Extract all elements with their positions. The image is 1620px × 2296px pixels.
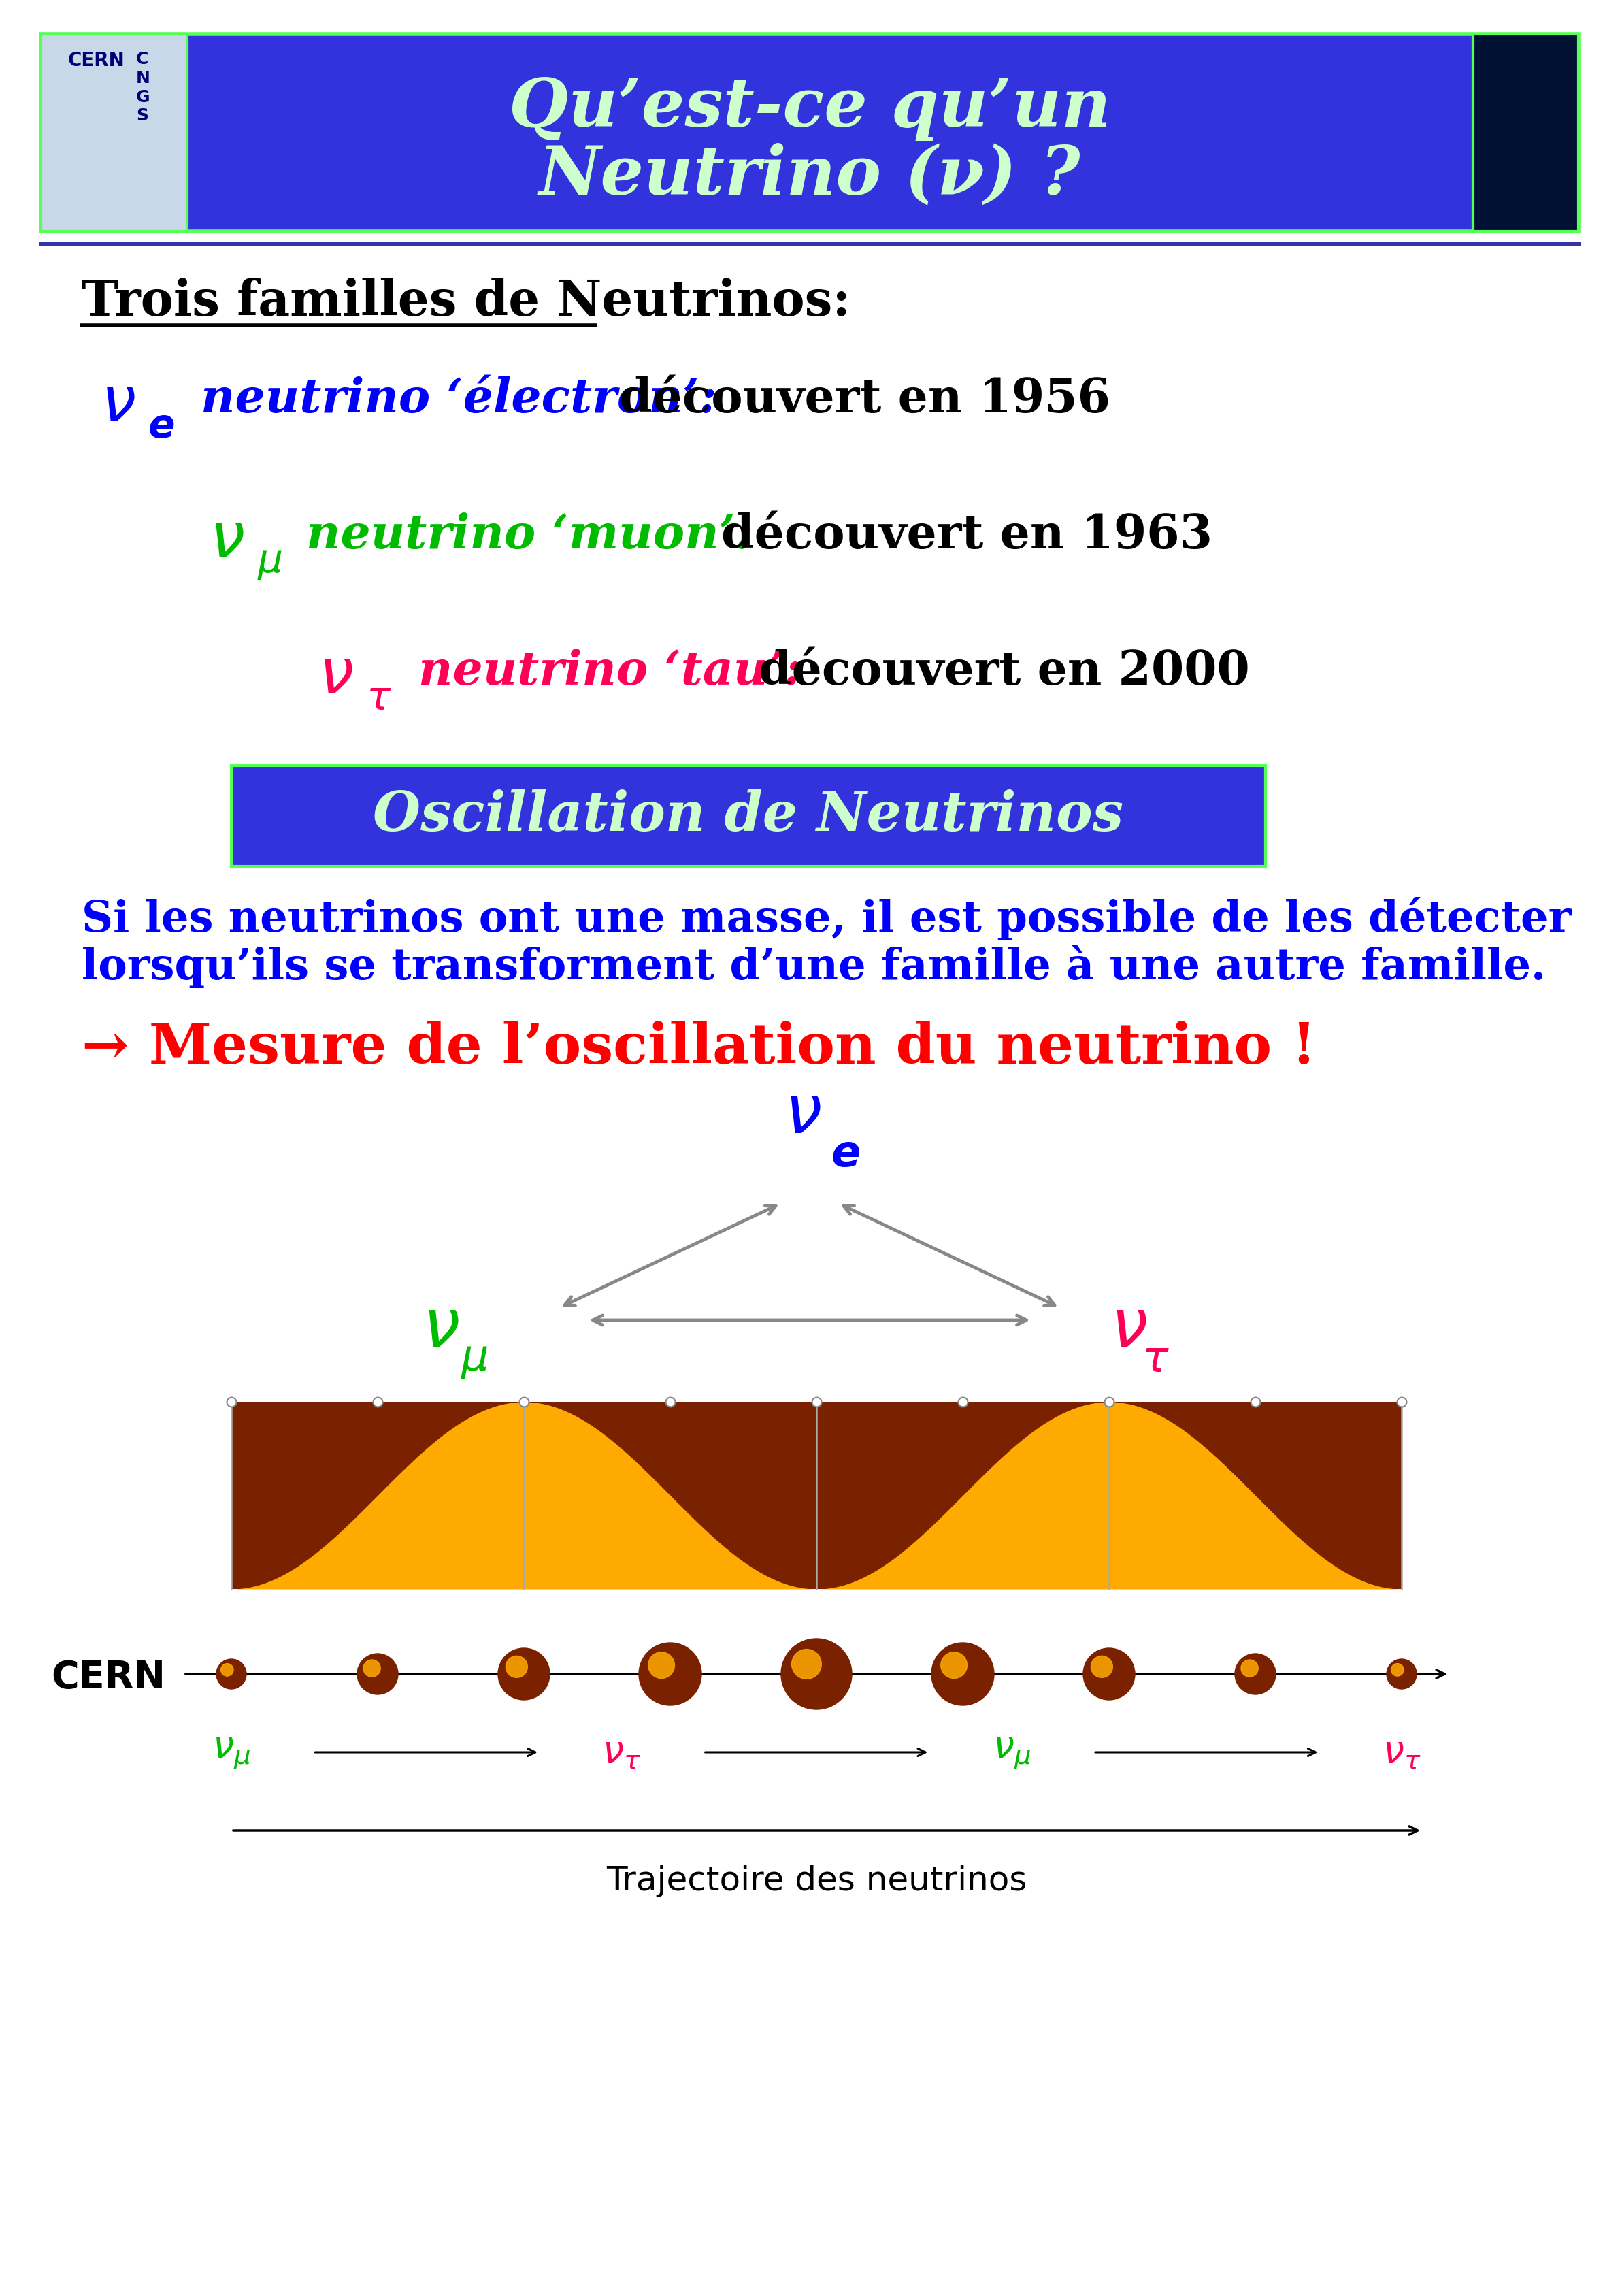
Text: découvert en 1963: découvert en 1963 [721,512,1212,558]
Circle shape [1090,1655,1113,1678]
Circle shape [1392,1665,1403,1676]
Text: $\tau$: $\tau$ [366,680,392,719]
Text: $\nu_\tau$: $\nu_\tau$ [603,1733,640,1770]
Bar [41,34,1578,232]
Bar [41,34,186,232]
Text: → Mesure de l’oscillation du neutrino !: → Mesure de l’oscillation du neutrino ! [81,1022,1317,1075]
Text: C
N
G
S: C N G S [136,51,151,124]
Text: $\nu$: $\nu$ [1110,1297,1147,1359]
Text: CERN: CERN [68,51,125,71]
Circle shape [363,1660,381,1676]
Circle shape [931,1642,995,1706]
Text: Qu’est-ce qu’un: Qu’est-ce qu’un [509,76,1111,140]
Text: neutrino ‘tau’:: neutrino ‘tau’: [418,647,802,693]
Text: lorsqu’ils se transforment d’une famille à une autre famille.: lorsqu’ils se transforment d’une famille… [81,944,1545,987]
Bar [232,765,1265,866]
Text: CERN: CERN [50,1660,165,1697]
Circle shape [792,1649,821,1678]
Circle shape [1387,1660,1416,1690]
Text: Oscillation de Neutrinos: Oscillation de Neutrinos [373,790,1124,843]
Text: $\nu$: $\nu$ [209,510,245,569]
Circle shape [781,1639,852,1711]
Text: $\nu_\tau$: $\nu_\tau$ [1382,1733,1421,1770]
Circle shape [217,1660,246,1690]
Text: découvert en 2000: découvert en 2000 [758,647,1249,693]
Text: Si les neutrinos ont une masse, il est possible de les détecter: Si les neutrinos ont une masse, il est p… [81,898,1571,941]
Text: $\nu$: $\nu$ [784,1084,821,1146]
Circle shape [941,1653,967,1678]
Circle shape [1084,1649,1136,1699]
Text: $\nu_\mu$: $\nu_\mu$ [212,1733,251,1770]
Text: $\nu_\mu$: $\nu_\mu$ [993,1733,1030,1770]
Bar [232,1403,1401,1589]
Text: $\nu$: $\nu$ [100,372,136,434]
Text: neutrino ‘muon’:: neutrino ‘muon’: [306,512,753,558]
Text: e: e [149,406,175,445]
Text: $\mu$: $\mu$ [258,544,282,581]
Circle shape [356,1653,399,1694]
Text: $\mu$: $\mu$ [460,1339,489,1380]
Text: $\tau$: $\tau$ [1142,1339,1170,1380]
Text: $\nu$: $\nu$ [423,1297,458,1359]
Circle shape [505,1655,528,1678]
Circle shape [638,1642,701,1706]
Text: découvert en 1956: découvert en 1956 [619,377,1110,422]
Bar [1473,34,1578,232]
Text: Trois familles de Neutrinos:: Trois familles de Neutrinos: [81,278,851,326]
Text: Neutrino (ν) ?: Neutrino (ν) ? [539,142,1081,209]
Text: e: e [831,1132,860,1176]
Text: neutrino ‘électron’:: neutrino ‘électron’: [201,377,716,422]
Circle shape [1241,1660,1259,1676]
Circle shape [648,1653,674,1678]
Text: $\nu$: $\nu$ [319,645,353,707]
Circle shape [497,1649,549,1699]
Circle shape [220,1665,233,1676]
Circle shape [1234,1653,1275,1694]
Text: Trajectoire des neutrinos: Trajectoire des neutrinos [606,1864,1027,1896]
